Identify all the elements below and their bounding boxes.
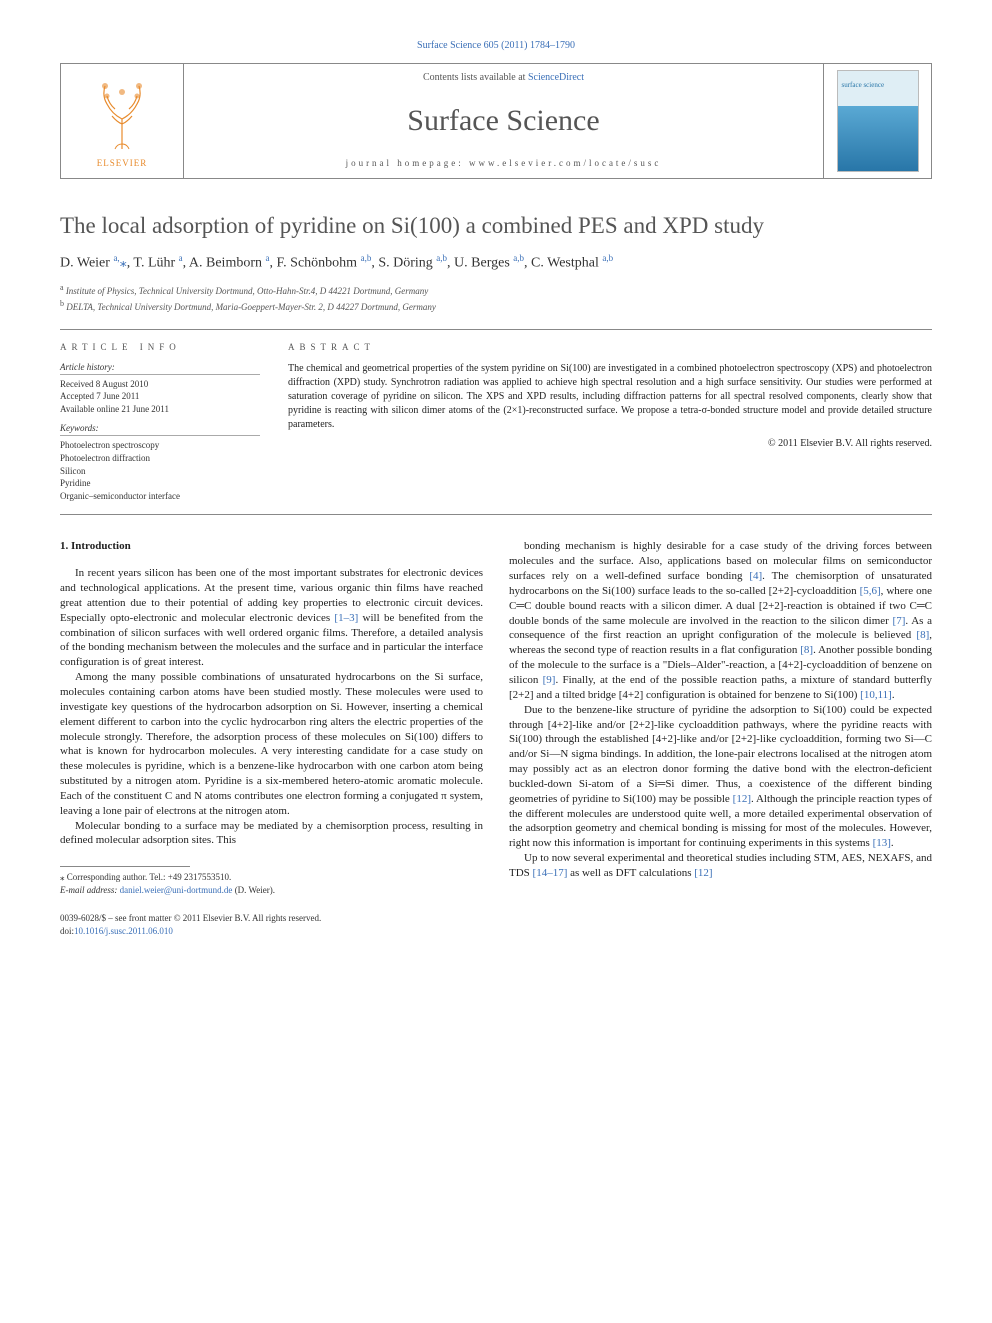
article-info-panel: ARTICLE INFO Article history: Received 8… bbox=[60, 330, 274, 515]
elsevier-tree-logo bbox=[87, 74, 157, 154]
history-text: Received 8 August 2010Accepted 7 June 20… bbox=[60, 378, 260, 416]
contents-line: Contents lists available at ScienceDirec… bbox=[184, 72, 823, 83]
article-info-heading: ARTICLE INFO bbox=[60, 342, 260, 352]
contents-prefix: Contents lists available at bbox=[423, 72, 528, 83]
homepage-prefix: journal homepage: bbox=[346, 158, 469, 168]
body-paragraph: Up to now several experimental and theor… bbox=[509, 851, 932, 881]
abstract-heading: ABSTRACT bbox=[288, 342, 932, 352]
journal-cover-box: surface science bbox=[823, 64, 931, 178]
body-paragraph: Molecular bonding to a surface may be me… bbox=[60, 819, 483, 849]
keywords-label: Keywords: bbox=[60, 423, 260, 436]
journal-name: Surface Science bbox=[184, 104, 823, 138]
homepage-url[interactable]: www.elsevier.com/locate/susc bbox=[469, 158, 661, 168]
keywords-text: Photoelectron spectroscopyPhotoelectron … bbox=[60, 439, 260, 502]
front-matter-text: 0039-6028/$ – see front matter © 2011 El… bbox=[60, 912, 483, 925]
corresponding-email-link[interactable]: daniel.weier@uni-dortmund.de bbox=[120, 885, 233, 895]
email-who: (D. Weier). bbox=[235, 885, 275, 895]
sciencedirect-link[interactable]: ScienceDirect bbox=[528, 72, 584, 83]
publisher-name: ELSEVIER bbox=[97, 158, 148, 168]
header-center: Contents lists available at ScienceDirec… bbox=[184, 64, 823, 178]
abstract-panel: ABSTRACT The chemical and geometrical pr… bbox=[274, 330, 932, 515]
doi-label: doi: bbox=[60, 926, 74, 936]
body-paragraph: In recent years silicon has been one of … bbox=[60, 566, 483, 670]
footnote-separator bbox=[60, 866, 190, 867]
journal-cover-thumbnail[interactable]: surface science bbox=[837, 70, 919, 172]
info-abstract-row: ARTICLE INFO Article history: Received 8… bbox=[60, 329, 932, 516]
front-matter-line: 0039-6028/$ – see front matter © 2011 El… bbox=[60, 912, 483, 937]
body-paragraph: bonding mechanism is highly desirable fo… bbox=[509, 539, 932, 702]
affiliations: a Institute of Physics, Technical Univer… bbox=[60, 282, 932, 315]
body-columns: 1. Introduction In recent years silicon … bbox=[60, 539, 932, 937]
top-citation-link[interactable]: Surface Science 605 (2011) 1784–1790 bbox=[60, 40, 932, 51]
corresponding-author-note: ⁎ Corresponding author. Tel.: +49 231755… bbox=[60, 871, 483, 884]
email-label: E-mail address: bbox=[60, 885, 117, 895]
article-title: The local adsorption of pyridine on Si(1… bbox=[60, 213, 932, 239]
body-paragraph: Among the many possible combinations of … bbox=[60, 670, 483, 818]
journal-homepage: journal homepage: www.elsevier.com/locat… bbox=[184, 158, 823, 168]
authors-line: D. Weier a,⁎, T. Lühr a, A. Beimborn a, … bbox=[60, 253, 932, 272]
abstract-text: The chemical and geometrical properties … bbox=[288, 362, 932, 432]
body-paragraph: Due to the benzene-like structure of pyr… bbox=[509, 703, 932, 851]
footnotes: ⁎ Corresponding author. Tel.: +49 231755… bbox=[60, 871, 483, 896]
doi-link[interactable]: 10.1016/j.susc.2011.06.010 bbox=[74, 926, 173, 936]
right-column: bonding mechanism is highly desirable fo… bbox=[509, 539, 932, 937]
page: Surface Science 605 (2011) 1784–1790 ELS… bbox=[0, 0, 992, 1323]
cover-label: surface science bbox=[842, 81, 885, 89]
publisher-logo-box: ELSEVIER bbox=[61, 64, 184, 178]
abstract-copyright: © 2011 Elsevier B.V. All rights reserved… bbox=[288, 438, 932, 449]
section-heading-intro: 1. Introduction bbox=[60, 539, 483, 554]
journal-header: ELSEVIER Contents lists available at Sci… bbox=[60, 63, 932, 179]
left-column: 1. Introduction In recent years silicon … bbox=[60, 539, 483, 937]
history-label: Article history: bbox=[60, 362, 260, 375]
